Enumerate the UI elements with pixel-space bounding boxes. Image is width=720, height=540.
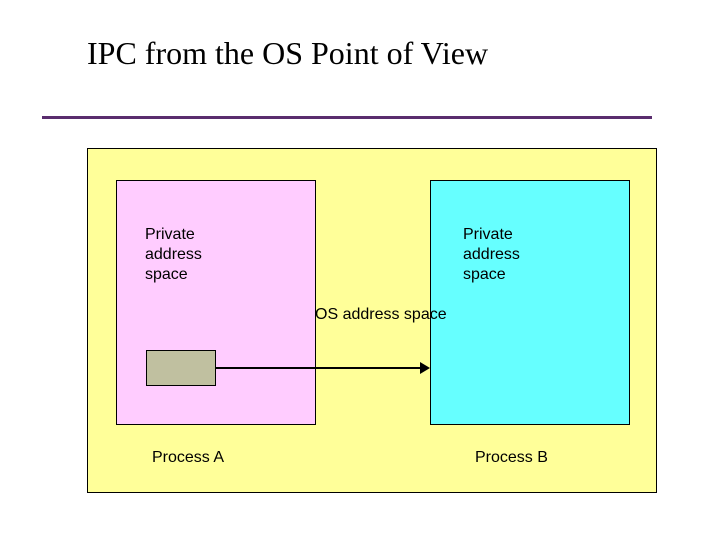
process-a-buffer-box [146, 350, 216, 386]
process-a-box [116, 180, 316, 425]
process-a-caption: Process A [152, 448, 224, 468]
title-underline [42, 116, 652, 119]
os-address-space-label: OS address space [315, 305, 447, 325]
process-b-caption: Process B [475, 448, 548, 468]
ipc-arrow-line [216, 367, 420, 369]
process-b-box [430, 180, 630, 425]
process-a-private-label: Privateaddressspace [145, 225, 202, 285]
slide-title: IPC from the OS Point of View [87, 35, 488, 72]
ipc-arrow-head-icon [420, 362, 430, 374]
process-b-private-label: Privateaddressspace [463, 225, 520, 285]
